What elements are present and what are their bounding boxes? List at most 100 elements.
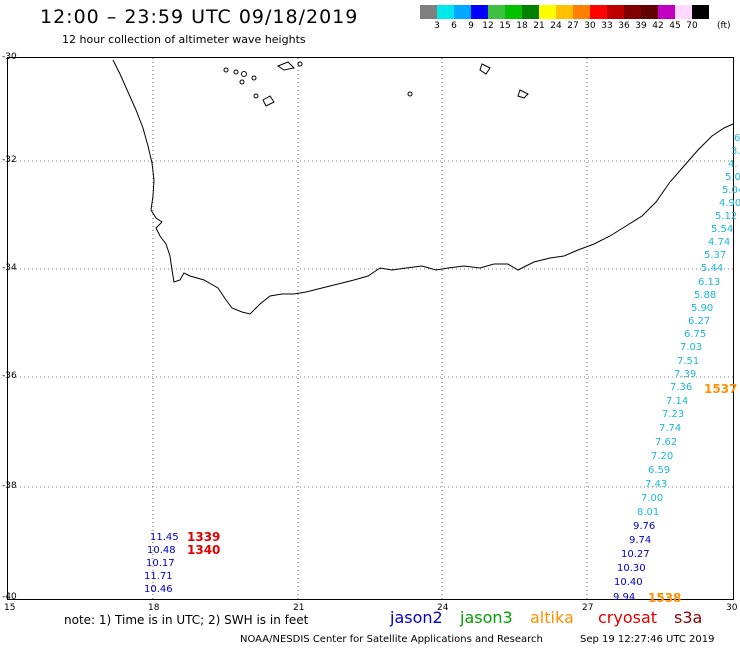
swh-value: 10.48 xyxy=(147,545,176,556)
swh-value: 7.00 xyxy=(641,493,664,504)
lat-label-32: -32 xyxy=(2,155,17,165)
color-swatch xyxy=(692,5,709,19)
lon-label-15: 15 xyxy=(4,603,16,613)
color-swatch xyxy=(675,5,692,19)
swh-value: 5.88 xyxy=(694,290,717,301)
swh-value: 7.03 xyxy=(680,342,703,353)
color-swatch xyxy=(607,5,624,19)
color-swatch xyxy=(658,5,675,19)
swh-value: 4. xyxy=(728,159,738,170)
pass-number: 1340 xyxy=(187,543,221,557)
lon-label-27: 27 xyxy=(582,603,594,613)
swh-value: 9.94 xyxy=(613,592,636,603)
swh-value: 11.71 xyxy=(144,571,173,582)
swh-value: 7.62 xyxy=(655,437,678,448)
color-scale-label: 21 xyxy=(533,21,545,31)
swh-value: 8.01 xyxy=(637,507,660,518)
swh-value: 11.45 xyxy=(150,532,179,543)
swh-value: 5.12 xyxy=(715,211,738,222)
color-scale xyxy=(420,5,709,19)
color-scale-label: 33 xyxy=(601,21,613,31)
swh-value: 9.74 xyxy=(629,535,652,546)
color-scale-label: 45 xyxy=(669,21,681,31)
color-scale-label: 30 xyxy=(584,21,596,31)
swh-value: 5.04 xyxy=(722,185,740,196)
color-scale-labels: 3 6 9 12 15 18 21 24 27 30 33 36 39 42 45 70 xyxy=(420,21,740,33)
color-scale-label: 24 xyxy=(550,21,562,31)
pass-number: 1538 xyxy=(648,591,682,605)
color-scale-label: 9 xyxy=(468,21,474,31)
color-swatch xyxy=(488,5,505,19)
color-swatch xyxy=(590,5,607,19)
swh-value: 6 xyxy=(734,133,740,144)
swh-value: 4.74 xyxy=(708,237,731,248)
islands xyxy=(223,61,529,107)
pass-number: 1339 xyxy=(187,530,221,544)
swh-value: 3. xyxy=(731,146,740,157)
swh-value: 6.59 xyxy=(648,465,671,476)
color-swatch xyxy=(624,5,641,19)
page-subtitle: 12 hour collection of altimeter wave hei… xyxy=(62,33,306,46)
color-swatch xyxy=(454,5,471,19)
legend-jason3: jason3 xyxy=(460,608,513,627)
color-scale-label: 27 xyxy=(567,21,579,31)
swh-value: 10.40 xyxy=(614,577,643,588)
lat-label-38: -38 xyxy=(2,481,17,491)
lat-label-36: -36 xyxy=(2,371,17,381)
color-scale-label: 42 xyxy=(652,21,664,31)
swh-value: 6.75 xyxy=(684,329,707,340)
lat-label-30: -30 xyxy=(2,52,17,62)
lon-label-21: 21 xyxy=(293,603,305,613)
color-swatch xyxy=(471,5,488,19)
swh-value: 5.44 xyxy=(701,263,724,274)
swh-value: 7.20 xyxy=(651,451,674,462)
color-swatch xyxy=(437,5,454,19)
color-swatch xyxy=(556,5,573,19)
legend-jason2: jason2 xyxy=(390,608,443,627)
swh-value: 5.54 xyxy=(711,224,734,235)
swh-value: 7.23 xyxy=(662,409,685,420)
lat-label-34: -34 xyxy=(2,263,17,273)
page-title: 12:00 – 23:59 UTC 09/18/2019 xyxy=(40,6,359,28)
swh-value: 5.37 xyxy=(704,250,727,261)
legend-cryosat: cryosat xyxy=(598,608,658,627)
lat-label-40: -40 xyxy=(2,592,17,602)
swh-value: 5.90 xyxy=(691,303,714,314)
swh-value: 10.30 xyxy=(617,563,646,574)
swh-value: 4.90 xyxy=(719,198,740,209)
color-scale-unit: (ft) xyxy=(717,21,731,31)
swh-value: 10.27 xyxy=(621,549,650,560)
swh-value: 5.0 xyxy=(725,172,740,183)
credit-line: NOAA/NESDIS Center for Satellite Applica… xyxy=(240,634,543,645)
color-swatch xyxy=(522,5,539,19)
color-swatch xyxy=(641,5,658,19)
color-scale-label: 12 xyxy=(482,21,494,31)
south-africa-coastline xyxy=(112,59,734,315)
generated-timestamp: Sep 19 12:27:46 UTC 2019 xyxy=(580,634,715,645)
footer-note: note: 1) Time is in UTC; 2) SWH is in fe… xyxy=(64,613,309,627)
color-scale-label: 36 xyxy=(618,21,630,31)
color-swatch xyxy=(420,5,437,19)
legend-altika: altika xyxy=(530,608,574,627)
color-scale-label: 6 xyxy=(451,21,457,31)
map-frame xyxy=(7,57,734,600)
color-swatch xyxy=(505,5,522,19)
swh-value: 6.13 xyxy=(698,277,721,288)
lon-label-24: 24 xyxy=(437,603,449,613)
swh-value: 10.46 xyxy=(144,584,173,595)
swh-value: 7.36 xyxy=(670,382,693,393)
color-scale-label: 18 xyxy=(516,21,528,31)
graticule xyxy=(8,58,733,599)
coastline-map xyxy=(8,58,734,599)
swh-value: 10.17 xyxy=(146,558,175,569)
color-swatch xyxy=(539,5,556,19)
swh-value: 7.51 xyxy=(677,356,700,367)
legend-s3a: s3a xyxy=(674,608,703,627)
color-scale-label: 3 xyxy=(434,21,440,31)
color-scale-label: 15 xyxy=(499,21,511,31)
lon-label-18: 18 xyxy=(148,603,160,613)
color-scale-label: 39 xyxy=(635,21,647,31)
swh-value: 7.39 xyxy=(674,369,697,380)
lon-label-30: 30 xyxy=(726,603,738,613)
color-swatch xyxy=(573,5,590,19)
